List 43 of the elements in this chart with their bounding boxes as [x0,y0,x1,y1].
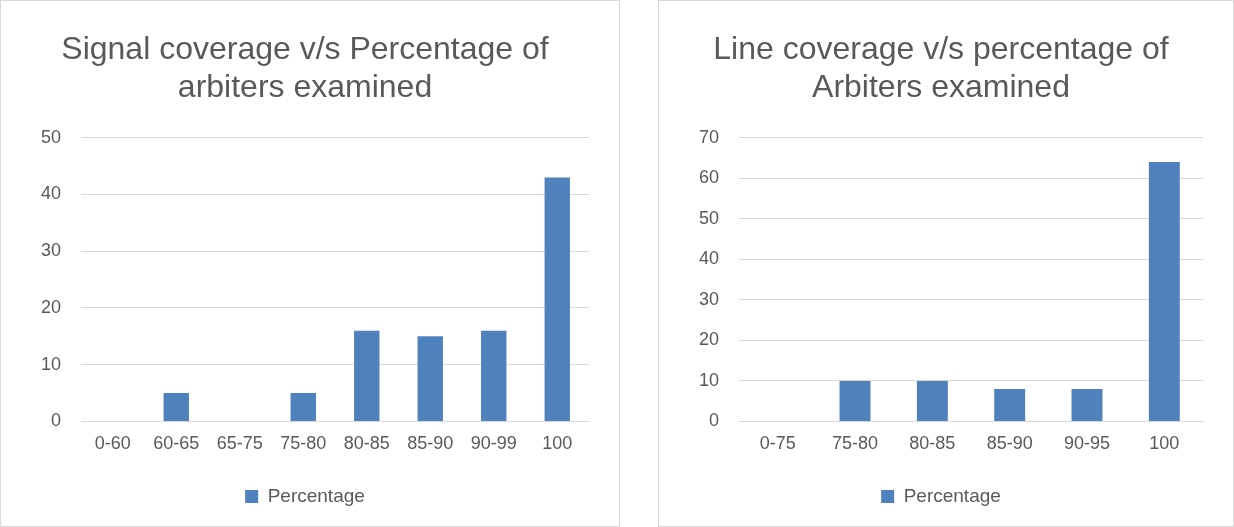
y-tick-label: 0 [51,410,62,431]
x-tick-label: 100 [542,433,573,454]
bar [354,330,380,421]
y-tick-label: 50 [40,126,62,147]
x-tick-label: 100 [1149,433,1180,454]
x-tick-label: 75-80 [831,433,879,454]
x-tick-label: 65-75 [216,433,263,454]
bar [1071,388,1103,421]
chart-title: Signal coverage v/s Percentage of arbiters examined [61,30,549,105]
x-tick-label: 85-90 [407,433,454,454]
y-tick-label: 50 [698,207,720,228]
x-tick-label: 90-99 [470,433,517,454]
x-tick-label: 90-95 [1063,433,1111,454]
y-tick-label: 40 [698,248,720,269]
bar [839,380,871,421]
bar [544,177,570,421]
bar [163,393,189,421]
x-tick-label: 0-75 [759,433,796,454]
x-tick-label: 0-60 [94,433,131,454]
legend-label: Percentage [267,484,365,506]
chart-title: Line coverage v/s percentage of Arbiters examined [713,30,1169,105]
bar [1148,162,1180,421]
y-tick-label: 40 [40,183,62,204]
y-tick-label: 10 [40,353,62,374]
y-tick-label: 0 [709,410,720,431]
y-tick-label: 30 [40,240,62,261]
bar [916,380,948,421]
y-tick-label: 20 [698,329,720,350]
x-tick-label: 80-85 [909,433,956,454]
bar [481,330,507,421]
x-tick-label: 60-65 [153,433,200,454]
y-tick-label: 30 [698,288,720,309]
y-tick-label: 10 [698,369,720,390]
bar [290,393,316,421]
y-tick-label: 70 [698,126,720,147]
x-tick-label: 75-80 [280,433,327,454]
bar [994,388,1026,421]
y-tick-label: 60 [698,167,720,188]
legend-label: Percentage [903,484,1001,506]
y-tick-label: 20 [40,296,62,317]
bar [417,336,443,421]
x-tick-label: 80-85 [343,433,390,454]
x-tick-label: 85-90 [986,433,1033,454]
